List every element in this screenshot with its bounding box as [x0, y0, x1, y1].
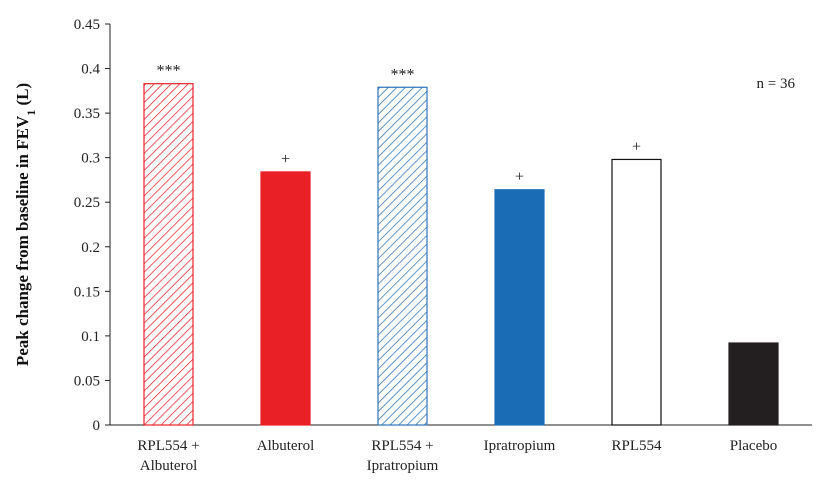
- y-axis-title-subscript: 1: [24, 110, 38, 116]
- y-tick-label: 0.05: [74, 373, 100, 389]
- y-tick-label: 0.25: [74, 195, 100, 211]
- category-label: RPL554 +: [137, 438, 199, 454]
- bar: [143, 83, 194, 426]
- significance-marker: +: [515, 169, 524, 186]
- bar: [728, 342, 779, 426]
- y-tick-label: 0.15: [74, 284, 100, 300]
- y-tick-label: 0: [93, 418, 101, 434]
- significance-marker: ***: [391, 66, 415, 83]
- bar: [260, 171, 311, 426]
- y-axis-label: Peak change from baseline in FEV1 (L): [13, 83, 38, 366]
- y-axis-title: Peak change from baseline in FEV1 (L): [13, 83, 38, 366]
- bar: [377, 86, 428, 426]
- y-ticks: 0 0.05 0.1 0.15 0.2 0.25 0.3 0.35 0.4 0.45: [74, 17, 110, 434]
- category-label: Albuterol: [140, 458, 198, 474]
- bars: [143, 83, 779, 426]
- y-tick-label: 0.35: [74, 106, 100, 122]
- y-tick-label: 0.1: [81, 329, 100, 345]
- y-tick-label: 0.45: [74, 17, 100, 33]
- bar: [494, 189, 545, 426]
- significance-markers: *** + *** + +: [157, 63, 642, 186]
- category-label: Ipratropium: [484, 438, 556, 454]
- category-label: Albuterol: [257, 438, 315, 454]
- significance-marker: +: [632, 138, 641, 155]
- category-label: RPL554 +: [371, 438, 433, 454]
- significance-marker: +: [281, 151, 290, 168]
- y-tick-label: 0.4: [81, 62, 100, 78]
- y-tick-label: 0.3: [81, 151, 100, 167]
- significance-marker: ***: [157, 63, 181, 80]
- axes: [109, 24, 812, 426]
- y-axis-title-main: Peak change from baseline in FEV: [13, 115, 32, 366]
- category-label: RPL554: [611, 438, 662, 454]
- bar: [611, 158, 662, 426]
- sample-size-annotation: n = 36: [757, 76, 796, 92]
- category-label: Placebo: [730, 438, 777, 454]
- category-labels: RPL554 + Albuterol Albuterol RPL554 + Ipratr…: [137, 438, 777, 474]
- category-label: Ipratropium: [367, 458, 439, 474]
- y-axis-title-suffix: (L): [13, 83, 32, 110]
- y-tick-label: 0.2: [81, 240, 100, 256]
